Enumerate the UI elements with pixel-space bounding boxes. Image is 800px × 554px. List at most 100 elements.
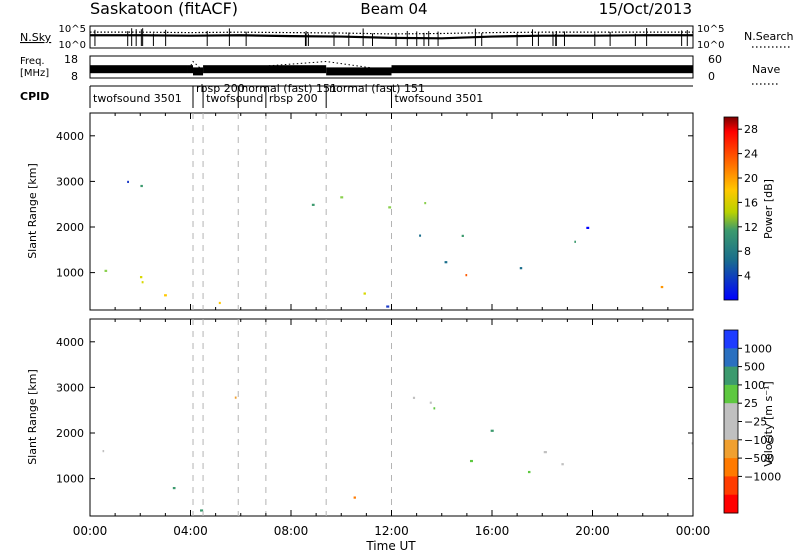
x-tick-label: 08:00 bbox=[274, 524, 309, 538]
power-heatmap bbox=[104, 180, 664, 308]
freq-band bbox=[326, 67, 392, 76]
cpid-segment-label: rbsp 200 bbox=[269, 92, 318, 105]
freq-left-label-2: [MHz] bbox=[20, 68, 49, 79]
noise-left-tick-top: 10^5 bbox=[59, 24, 86, 35]
velocity-colorbar-tick-label: 500 bbox=[744, 361, 765, 374]
freq-left-tick-top: 18 bbox=[64, 53, 78, 66]
velocity-colorbar-tick-label: 25 bbox=[744, 397, 758, 410]
velocity-axes: 1000 2000 3000 4000 bbox=[56, 319, 694, 516]
x-tick-label: 00:00 bbox=[676, 524, 711, 538]
velocity-colorbar-tick-label: −1000 bbox=[744, 470, 781, 483]
heatmap-cell bbox=[386, 305, 390, 308]
power-colorbar bbox=[723, 116, 739, 301]
heatmap-cell bbox=[104, 269, 108, 272]
velocity-colorbar-block bbox=[724, 494, 738, 514]
x-axis-label: Time UT bbox=[365, 539, 416, 553]
heatmap-cell bbox=[164, 294, 167, 297]
velocity-colorbar-block bbox=[724, 348, 738, 368]
power-colorbar-tick-label: 12 bbox=[744, 221, 758, 234]
cpid-segment-label: normal (fast) 151 bbox=[329, 82, 425, 95]
heatmap-cell bbox=[340, 196, 344, 199]
velocity-colorbar-tick-label: −100 bbox=[744, 434, 774, 447]
freq-band bbox=[90, 65, 188, 74]
power-colorbar-tick-label: 16 bbox=[744, 196, 758, 209]
y-tick-label: 4000 bbox=[56, 336, 84, 349]
velocity-colorbar-block bbox=[724, 384, 738, 404]
freq-right-tick-bottom: 0 bbox=[708, 70, 715, 83]
noise-left-tick-bottom: 10^0 bbox=[59, 40, 86, 51]
freq-panel: Freq. [MHz] 18 8 60 0 Nave bbox=[20, 53, 780, 85]
heatmap-cell bbox=[691, 442, 693, 445]
power-colorbar-tick-label: 4 bbox=[744, 270, 751, 283]
x-tick-label: 16:00 bbox=[475, 524, 510, 538]
heatmap-cell bbox=[412, 396, 416, 399]
x-tick-label: 12:00 bbox=[374, 524, 409, 538]
x-tick-label: 00:00 bbox=[73, 524, 108, 538]
y-tick-label: 4000 bbox=[56, 130, 84, 143]
heatmap-cell bbox=[353, 496, 356, 499]
cpid-segment-label: normal (fast) 151 bbox=[241, 82, 337, 95]
cpid-segment-label: twofsound bbox=[206, 92, 263, 105]
heatmap-cell bbox=[433, 407, 436, 410]
x-tick-label: 20:00 bbox=[575, 524, 610, 538]
velocity-colorbar-block bbox=[724, 476, 738, 496]
heatmap-cell bbox=[660, 285, 664, 289]
cpid-segment-label: twofsound 3501 bbox=[93, 92, 182, 105]
cpid-segment-label: rbsp 200 bbox=[196, 82, 245, 95]
power-colorbar-tick-label: 20 bbox=[744, 172, 758, 185]
cpid-label: CPID bbox=[20, 90, 49, 103]
velocity-colorbar-tick-label: −500 bbox=[744, 452, 774, 465]
freq-band bbox=[203, 65, 327, 74]
heatmap-cell bbox=[469, 459, 473, 463]
heatmap-cell bbox=[234, 396, 237, 399]
freq-band bbox=[187, 65, 194, 74]
heatmap-cell bbox=[139, 276, 143, 279]
heatmap-cell bbox=[102, 450, 105, 453]
noise-panel: N.Sky 10^5 10^0 10^5 10^0 N.Search bbox=[20, 24, 794, 51]
heatmap-cell bbox=[461, 234, 464, 237]
power-colorbar-tick-label: 24 bbox=[744, 148, 758, 161]
station-title: Saskatoon (fitACF) bbox=[90, 0, 238, 18]
heatmap-cell bbox=[519, 267, 523, 270]
heatmap-cell bbox=[527, 470, 531, 474]
heatmap-cell bbox=[561, 463, 564, 466]
heatmap-cell bbox=[429, 401, 432, 404]
power-ylabel: Slant Range [km] bbox=[26, 163, 39, 259]
velocity-colorbar-block bbox=[724, 421, 738, 441]
y-tick-label: 3000 bbox=[56, 175, 84, 188]
y-tick-label: 1000 bbox=[56, 267, 84, 280]
velocity-colorbar-block bbox=[724, 458, 738, 477]
y-tick-label: 1000 bbox=[56, 473, 84, 486]
velocity-panel: 1000 2000 3000 4000 Slant Range [km] 1000 50… bbox=[26, 318, 781, 517]
velocity-colorbar-block bbox=[724, 330, 738, 349]
power-colorbar-ticks: 28 24 20 16 12 8 4 bbox=[738, 123, 758, 283]
velocity-colorbar-block bbox=[724, 439, 738, 459]
x-tick-label: 04:00 bbox=[173, 524, 208, 538]
heatmap-cell bbox=[543, 451, 547, 454]
velocity-colorbar-tick-label: 100 bbox=[744, 379, 765, 392]
velocity-colorbar-ticks: 1000 500 100 25 −25 −100 −500 −1000 bbox=[738, 342, 781, 483]
velocity-colorbar-block bbox=[724, 366, 738, 386]
y-tick-label: 3000 bbox=[56, 381, 84, 394]
noise-right-tick-bottom: 10^0 bbox=[697, 40, 724, 51]
freq-right-tick-top: 60 bbox=[708, 53, 722, 66]
velocity-heatmap bbox=[102, 396, 693, 512]
power-panel: 1000 2000 3000 4000 Slant Range [km] 28 24 20… bbox=[26, 112, 775, 311]
noise-series-sky bbox=[90, 34, 693, 40]
y-tick-label: 2000 bbox=[56, 427, 84, 440]
heatmap-cell bbox=[172, 486, 176, 490]
heatmap-cell bbox=[424, 201, 427, 205]
freq-left-tick-bottom: 8 bbox=[71, 70, 78, 83]
velocity-colorbar-block bbox=[724, 403, 738, 422]
heatmap-cell bbox=[363, 292, 366, 295]
heatmap-cell bbox=[141, 281, 144, 284]
heatmap-cell bbox=[444, 261, 448, 264]
noise-right-label: N.Search bbox=[744, 30, 794, 43]
heatmap-cell bbox=[218, 301, 221, 305]
freq-band bbox=[193, 67, 204, 76]
velocity-colorbar bbox=[723, 329, 739, 514]
heatmap-cell bbox=[419, 234, 422, 237]
